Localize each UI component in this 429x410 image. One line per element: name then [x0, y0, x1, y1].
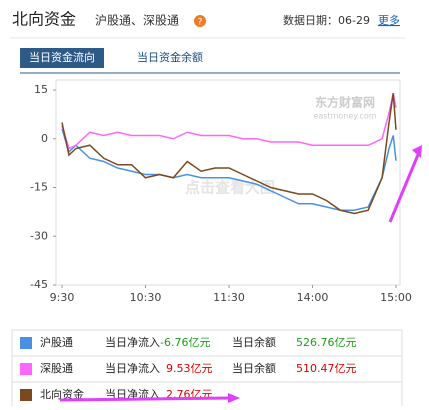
date-label: 数据日期：06-29: [283, 13, 370, 27]
cell-value: -6.76亿元: [160, 336, 210, 349]
watermark-sub: eastmoney.com: [313, 112, 376, 121]
legend-swatch: [20, 337, 32, 349]
arrow: [388, 149, 422, 223]
legend-label: 深股通: [40, 362, 73, 375]
x-tick-label: 14:00: [297, 291, 329, 304]
y-tick-label: -15: [30, 181, 48, 194]
watermark: 点击查看大图: [185, 179, 275, 197]
x-tick-label: 15:00: [380, 291, 412, 304]
tab[interactable]: 当日资金余额: [137, 50, 203, 64]
arrow-head: [228, 393, 240, 403]
arrow: [59, 396, 231, 402]
plot-frame: [55, 79, 401, 286]
tab[interactable]: 当日资金流向: [29, 50, 95, 64]
watermark-logo: 东方财富网: [315, 95, 375, 110]
badge-icon[interactable]: [194, 15, 206, 27]
badge[interactable]: ?: [198, 18, 203, 28]
legend-label: 沪股通: [40, 335, 73, 349]
table-row: [11, 355, 403, 383]
legend-swatch: [20, 389, 32, 401]
cell-value: 510.47亿元: [296, 362, 357, 375]
line-series: [61, 93, 397, 215]
cell-label: 当日余额: [232, 335, 276, 349]
y-tick-label: 15: [34, 83, 48, 96]
y-tick-label: -45: [30, 278, 48, 291]
legend-label: 北向资金: [40, 387, 84, 401]
line-series: [61, 93, 397, 150]
more-link[interactable]: 更多: [378, 13, 400, 27]
x-tick-label: 11:30: [213, 291, 245, 304]
cell-label: 当日余额: [232, 361, 276, 375]
subtitle: 沪股通、深股通: [95, 14, 179, 28]
y-tick-label: 0: [41, 132, 48, 145]
legend-swatch: [20, 363, 32, 375]
x-tick-label: 10:30: [130, 291, 162, 304]
cell-value: 526.76亿元: [296, 336, 357, 349]
tab-active[interactable]: [20, 48, 104, 68]
cell-value: 9.53亿元: [166, 362, 213, 375]
cell-label: 当日净流入: [105, 335, 160, 349]
title: 北向资金: [12, 10, 76, 29]
table-row: [11, 381, 403, 409]
cell-label: 当日净流入: [105, 361, 160, 375]
y-tick-label: -30: [30, 229, 48, 242]
x-tick-label: 9:30: [50, 291, 75, 304]
arrow-head: [412, 145, 422, 158]
line-series: [61, 128, 397, 211]
